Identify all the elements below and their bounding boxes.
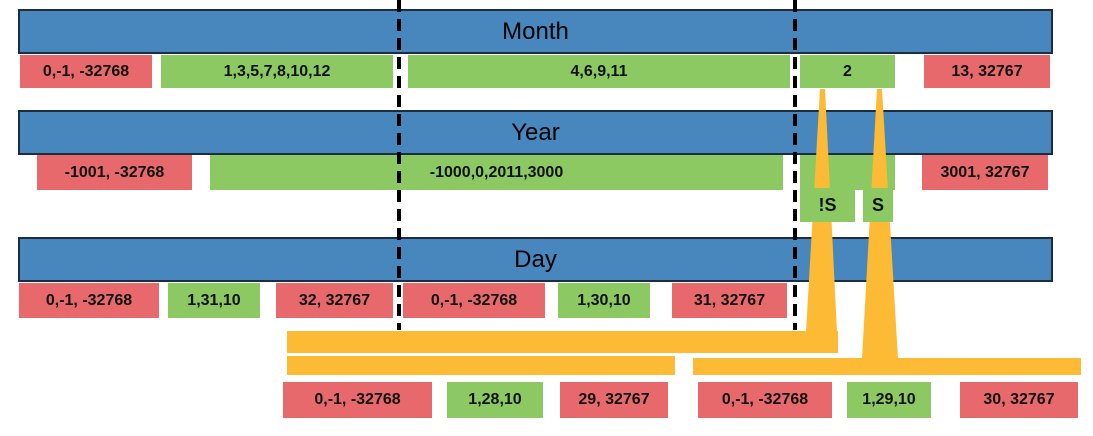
month-bar: Month [18, 9, 1053, 54]
day-partition-invalid-high-30mo: 31, 32767 [672, 283, 787, 318]
feb-partition-valid-29: 1,29,10 [847, 382, 931, 418]
feb-partition-invalid-low-29: 0,-1, -32768 [698, 382, 832, 418]
year-partition-valid: -1000,0,2011,3000 [210, 155, 783, 190]
year-partition-invalid-low: -1001, -32768 [37, 155, 192, 190]
feb-partition-valid-28: 1,28,10 [447, 382, 543, 418]
day-bar-title: Day [514, 245, 557, 273]
year-bar-title: Year [511, 118, 560, 146]
partition-separator-line-left [397, 0, 401, 330]
year-partition-invalid-high: 3001, 32767 [922, 155, 1048, 190]
day-partition-valid-30mo: 1,30,10 [558, 283, 650, 318]
month-partition-february: 2 [800, 55, 895, 88]
special-leap-year-box: S [863, 188, 893, 222]
day-partition-invalid-low-31mo: 0,-1, -32768 [19, 283, 159, 318]
day-partition-invalid-high-31mo: 32, 32767 [276, 283, 393, 318]
month-partition-invalid-low: 0,-1, -32768 [20, 55, 152, 88]
year-bar: Year [18, 110, 1053, 155]
leap-february-rail [693, 358, 1081, 375]
day-partition-invalid-low-30mo: 0,-1, -32768 [403, 283, 545, 318]
month-partition-30-day-months: 4,6,9,11 [408, 55, 790, 88]
feb-partition-invalid-low-28: 0,-1, -32768 [283, 382, 432, 418]
non-leap-february-rail-lower [287, 356, 675, 375]
day-bar: Day [18, 237, 1053, 282]
feb-partition-invalid-high-29: 30, 32767 [960, 382, 1078, 418]
month-partition-31-day-months: 1,3,5,7,8,10,12 [161, 55, 393, 88]
day-partition-valid-31mo: 1,31,10 [168, 283, 260, 318]
month-partition-invalid-high: 13, 32767 [924, 55, 1050, 88]
not-special-leap-year-box: !S [800, 188, 855, 222]
feb-partition-invalid-high-28: 29, 32767 [560, 382, 668, 418]
non-leap-february-rail [287, 331, 838, 353]
month-bar-title: Month [502, 17, 569, 45]
partition-separator-line-right [793, 0, 797, 330]
